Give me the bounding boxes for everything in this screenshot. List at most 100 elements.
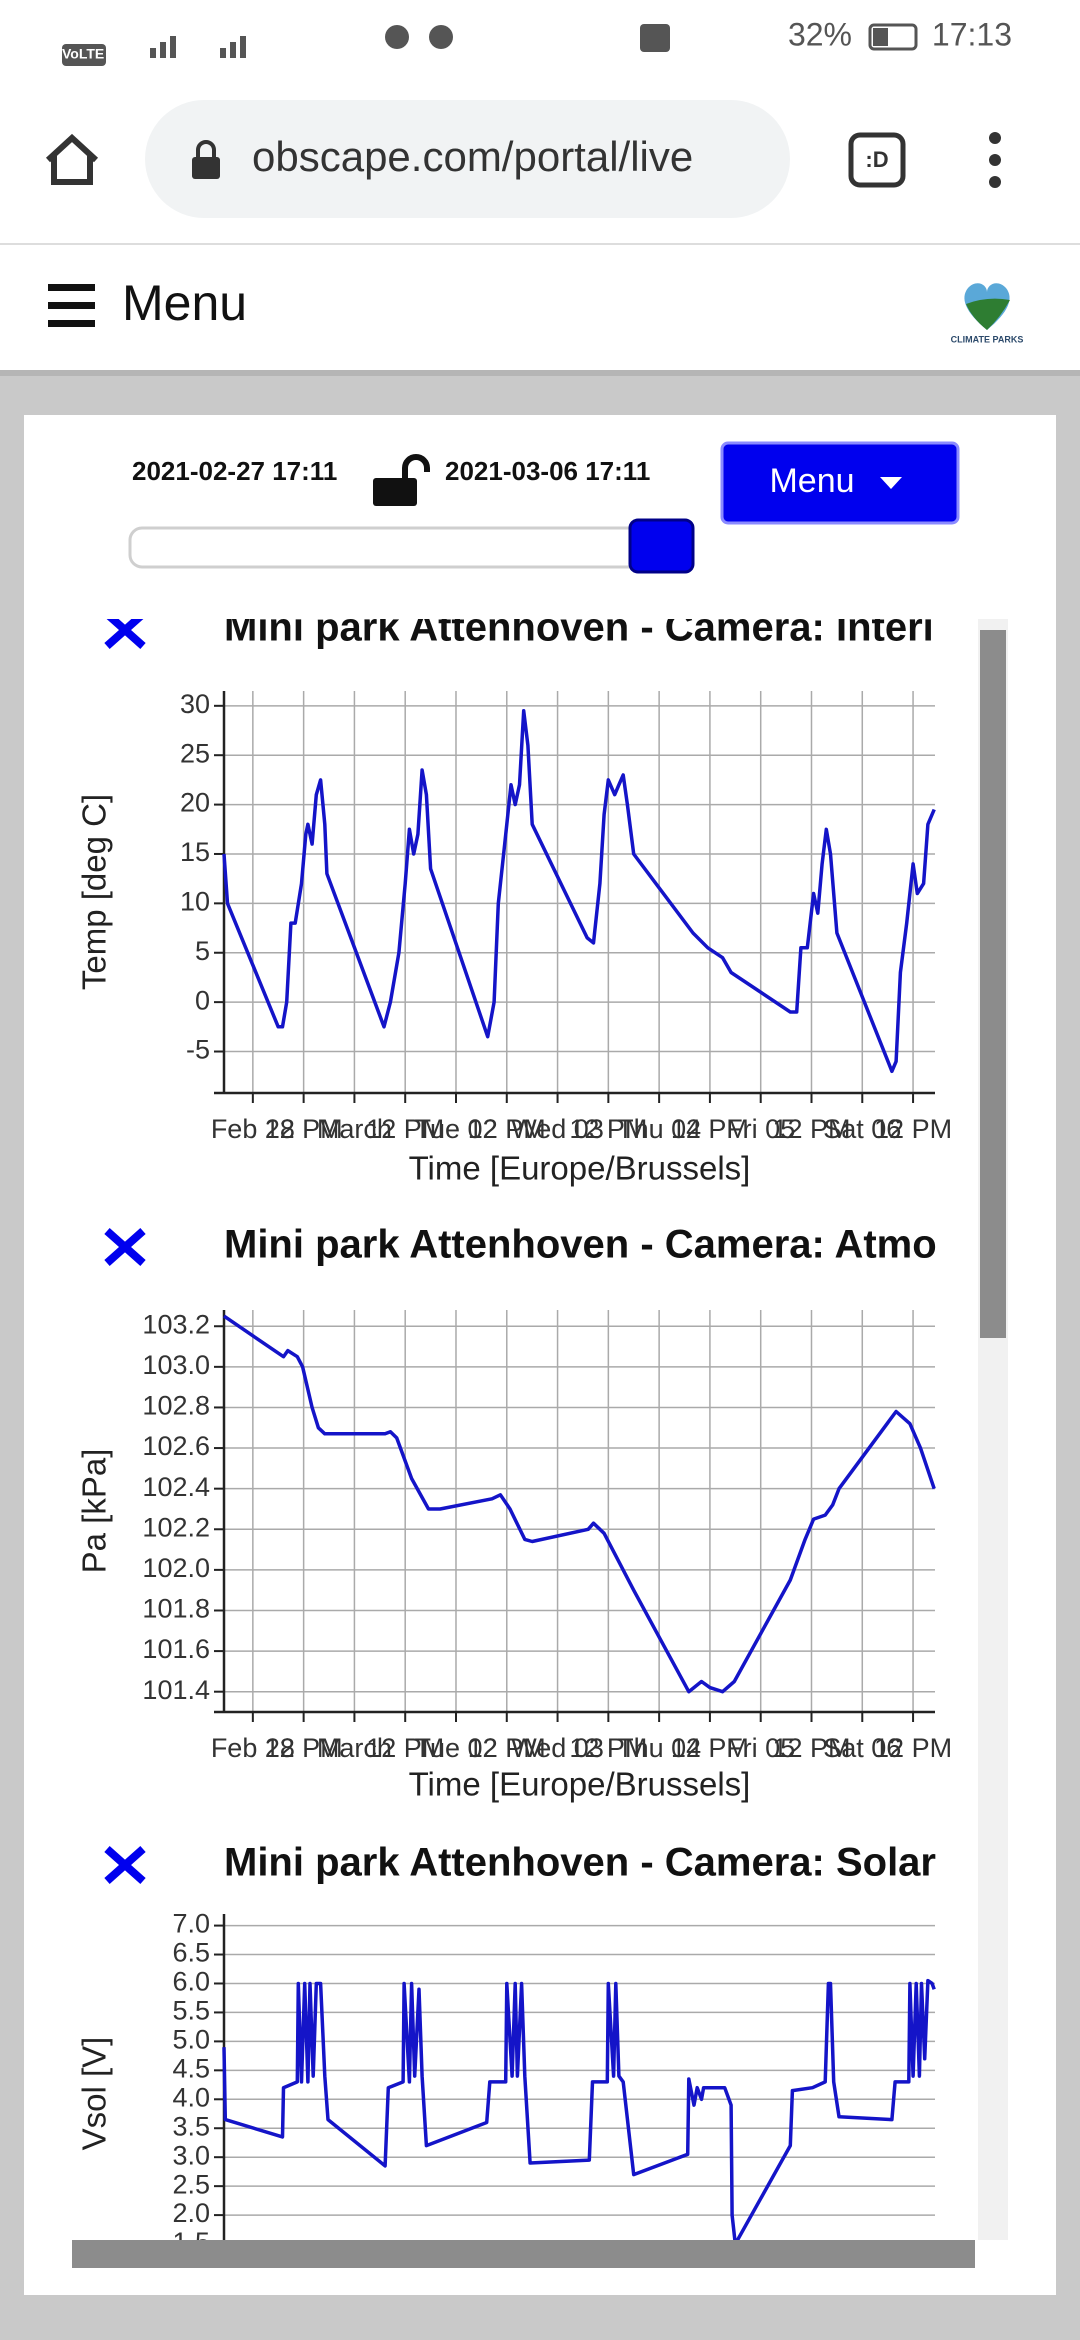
chart-scroll-area: Mini park Attenhoven - Camera: Interi -5 0… (76, 606, 952, 2257)
divider (0, 243, 1080, 245)
end-date[interactable]: 2021-03-06 17:11 (445, 456, 650, 486)
x-tick-label: 12 PM (265, 1114, 343, 1144)
x-tick-label: 12 PM (366, 1114, 444, 1144)
battery-level: 32% (788, 16, 852, 52)
y-tick-label: 2.0 (172, 2198, 210, 2228)
chart-title: Mini park Attenhoven - Camera: Interi (224, 606, 934, 650)
x-tick-label: 12 PM (772, 1114, 850, 1144)
x-tick-label: Thu 04 (617, 1114, 701, 1144)
overflow-menu[interactable] (989, 132, 1001, 188)
dropdown-caret (880, 477, 902, 489)
y-tick-label: 5.5 (172, 1996, 210, 2026)
y-tick-label: 0 (195, 985, 210, 1015)
clock: 17:13 (932, 16, 1012, 52)
close-chart[interactable] (104, 1846, 146, 1884)
data-line (222, 709, 936, 1074)
x-tick-label: Feb 28 (211, 1733, 295, 1763)
close-chart[interactable] (104, 614, 146, 649)
x-tick-label: March (317, 1114, 392, 1144)
y-tick-label: 3.5 (172, 2111, 210, 2141)
start-date[interactable]: 2021-02-27 17:11 (132, 456, 337, 486)
y-tick-label: 103.2 (142, 1309, 210, 1339)
data-line (222, 1978, 936, 2240)
lock-shackle (196, 140, 216, 158)
y-tick-label: 5 (195, 936, 210, 966)
y-tick-label: 1.5 (172, 2227, 210, 2257)
y-axis-label: Temp [deg C] (76, 794, 113, 990)
x-tick-label: March (317, 1733, 392, 1763)
y-axis-label: Vsol [V] (76, 2037, 113, 2151)
card (24, 415, 1056, 2295)
x-tick-label: 12 PM (569, 1114, 647, 1144)
y-tick-label: 102.6 (142, 1431, 210, 1461)
y-tick-label: 102.2 (142, 1512, 210, 1542)
range-slider[interactable] (128, 526, 695, 569)
y-tick-label: 102.4 (142, 1472, 210, 1502)
x-tick-label: 12 PM (366, 1733, 444, 1763)
hamburger[interactable] (48, 284, 95, 327)
x-tick-label: Tue 02 (414, 1733, 497, 1763)
y-tick-label: 102.8 (142, 1391, 210, 1421)
y-tick-label: 101.4 (142, 1675, 210, 1705)
x-axis-label: Time [Europe/Brussels] (409, 1150, 751, 1187)
range-lock-shackle (402, 454, 430, 478)
x-tick-label: 12 PM (874, 1733, 952, 1763)
y-tick-label: 20 (180, 788, 210, 818)
header-shadow (0, 370, 1080, 376)
y-tick-label: 101.8 (142, 1594, 210, 1624)
url-field[interactable] (145, 100, 790, 218)
x-tick-label: Feb 28 (211, 1114, 295, 1144)
network-label: VoLTE (62, 46, 104, 62)
x-tick-label: Thu 04 (617, 1733, 701, 1763)
x-tick-label: 12 PM (468, 1733, 546, 1763)
slider-handle[interactable] (628, 518, 695, 574)
x-tick-label: Fri 05 (726, 1733, 795, 1763)
chart-title: Mini park Attenhoven - Camera: Atmo (224, 1223, 937, 1267)
x-tick-label: Sat 06 (823, 1733, 901, 1763)
logo-hills (966, 298, 1010, 330)
x-tick-label: Sat 06 (823, 1114, 901, 1144)
tab-switcher[interactable] (848, 132, 906, 188)
x-axis-label: Time [Europe/Brussels] (409, 1766, 751, 1803)
x-tick-label: 12 PM (468, 1114, 546, 1144)
y-tick-label: 7.0 (172, 1909, 210, 1939)
x-tick-label: 12 PM (671, 1114, 749, 1144)
y-tick-label: 30 (180, 689, 210, 719)
y-tick-label: 6.0 (172, 1967, 210, 1997)
y-tick-label: 15 (180, 837, 210, 867)
lock-icon (192, 157, 220, 179)
menu-button[interactable] (720, 441, 960, 525)
x-tick-label: 12 PM (265, 1733, 343, 1763)
y-tick-label: 103.0 (142, 1350, 210, 1380)
y-tick-label: 101.6 (142, 1634, 210, 1664)
x-tick-label: Wed 03 (511, 1733, 604, 1763)
h-scroll-thumb[interactable] (72, 2240, 975, 2268)
menu-button-label: Menu (769, 462, 854, 500)
status-icons (62, 23, 918, 66)
y-tick-label: -5 (186, 1035, 210, 1065)
header-menu[interactable]: Menu (122, 275, 247, 331)
y-tick-label: 5.0 (172, 2025, 210, 2055)
tab-count: :D (865, 147, 888, 172)
url-clip: obscape.com/portal/live (252, 133, 693, 180)
x-tick-label: 12 PM (569, 1733, 647, 1763)
url-text: obscape.com/portal/live (252, 133, 693, 180)
scroll-thumb[interactable] (980, 630, 1006, 1338)
y-tick-label: 2.5 (172, 2169, 210, 2199)
x-tick-label: 12 PM (772, 1733, 850, 1763)
y-tick-label: 4.0 (172, 2082, 210, 2112)
x-tick-label: 12 PM (874, 1114, 952, 1144)
y-axis-label: Pa [kPa] (76, 1449, 113, 1574)
y-tick-label: 25 (180, 738, 210, 768)
x-tick-label: 12 PM (671, 1733, 749, 1763)
range-lock[interactable] (373, 478, 417, 506)
logo-text: CLIMATE PARKS (951, 334, 1024, 344)
home-button[interactable] (45, 133, 99, 185)
x-tick-label: Wed 03 (511, 1114, 604, 1144)
close-chart[interactable] (104, 1228, 146, 1266)
y-tick-label: 3.0 (172, 2140, 210, 2170)
site-header (0, 245, 1080, 370)
